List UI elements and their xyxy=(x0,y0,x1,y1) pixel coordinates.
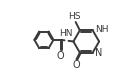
Text: O: O xyxy=(72,60,80,70)
Text: HS: HS xyxy=(68,12,80,21)
Text: N: N xyxy=(95,48,102,58)
Text: NH: NH xyxy=(95,25,108,34)
Text: O: O xyxy=(56,51,64,61)
Text: HN: HN xyxy=(59,29,73,38)
